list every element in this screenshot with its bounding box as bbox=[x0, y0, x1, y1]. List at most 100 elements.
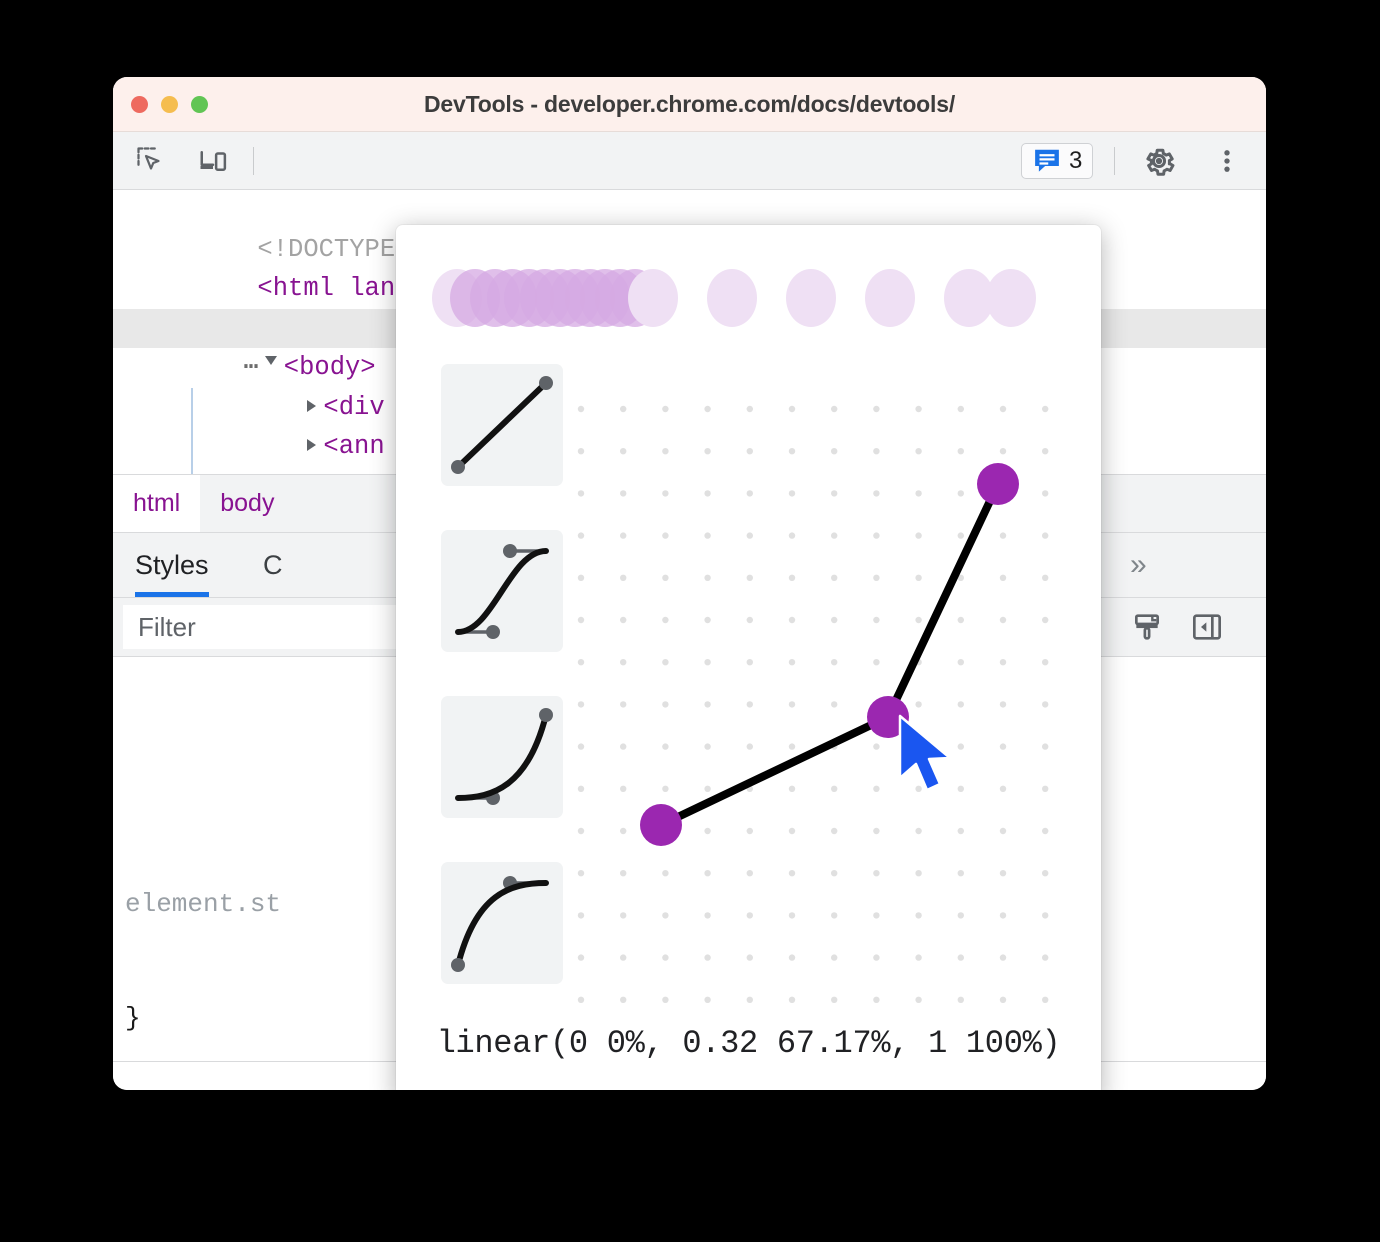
chevron-down-icon[interactable] bbox=[264, 356, 277, 371]
easing-preview-dot bbox=[986, 269, 1036, 327]
chevron-right-icon[interactable] bbox=[307, 399, 317, 412]
grid-dot bbox=[873, 574, 880, 581]
grid-dot bbox=[1042, 490, 1049, 497]
grid-dot bbox=[704, 996, 711, 1003]
grid-dot bbox=[704, 405, 711, 413]
grid-dot bbox=[1042, 870, 1049, 877]
settings-gear-icon[interactable] bbox=[1141, 143, 1177, 179]
grid-dot bbox=[577, 659, 585, 666]
tab-styles[interactable]: Styles bbox=[135, 533, 209, 597]
grid-dot bbox=[873, 490, 880, 497]
window-close-button[interactable] bbox=[131, 96, 148, 113]
dom-ellipsis[interactable]: ⋯ bbox=[243, 353, 260, 382]
window-minimize-button[interactable] bbox=[161, 96, 178, 113]
grid-dot bbox=[662, 448, 669, 455]
dom-line-storage-attr[interactable]: stora ement-banner> bbox=[113, 427, 1266, 475]
grid-dot bbox=[957, 870, 964, 877]
grid-dot bbox=[577, 448, 585, 455]
grid-dot bbox=[831, 490, 838, 497]
grid-dot bbox=[915, 616, 922, 624]
tab-active-underline bbox=[135, 592, 209, 597]
grid-dot bbox=[788, 405, 796, 413]
grid-dot bbox=[704, 954, 711, 961]
easing-control-point[interactable] bbox=[640, 804, 682, 846]
grid-dot bbox=[662, 785, 669, 792]
device-toolbar-icon[interactable] bbox=[195, 143, 231, 179]
grid-dot bbox=[915, 490, 922, 497]
inspect-element-icon[interactable] bbox=[133, 143, 169, 179]
grid-dot bbox=[915, 448, 922, 455]
breadcrumb-item-body[interactable]: body bbox=[220, 489, 275, 517]
grid-dot bbox=[662, 743, 669, 750]
grid-dot bbox=[662, 659, 669, 666]
css-rule-element-style[interactable]: element.st } bbox=[113, 809, 1266, 1057]
grid-dot bbox=[788, 448, 796, 455]
grid-dot bbox=[788, 870, 796, 877]
easing-preset-ease-in-out[interactable] bbox=[441, 530, 563, 652]
grid-dot bbox=[915, 405, 922, 413]
easing-curve-canvas[interactable] bbox=[574, 364, 1064, 1014]
grid-dot bbox=[577, 785, 585, 792]
dom-indent-guide bbox=[191, 388, 193, 474]
grid-dot bbox=[662, 490, 669, 497]
grid-dot bbox=[1042, 827, 1049, 835]
grid-dot bbox=[788, 532, 796, 539]
chevron-right-icon[interactable] bbox=[307, 439, 317, 451]
tab-computed[interactable]: C bbox=[263, 549, 283, 580]
easing-preset-linear[interactable] bbox=[441, 364, 563, 486]
grid-dot bbox=[620, 954, 627, 961]
grid-dot bbox=[1042, 954, 1049, 961]
grid-dot bbox=[831, 954, 838, 961]
grid-dot bbox=[577, 701, 585, 708]
grid-dot bbox=[957, 448, 964, 455]
console-message-badge[interactable]: 3 bbox=[1021, 143, 1094, 179]
grid-dot bbox=[662, 912, 669, 919]
easing-preset-ease-out[interactable] bbox=[441, 862, 563, 984]
grid-dot bbox=[873, 532, 880, 539]
dom-storage-attr: stora bbox=[327, 472, 404, 475]
grid-dot bbox=[873, 743, 880, 750]
grid-dot bbox=[746, 574, 753, 581]
toggle-sidebar-icon[interactable] bbox=[1186, 606, 1228, 648]
grid-dot bbox=[620, 827, 627, 835]
breadcrumb-item-html[interactable]: html bbox=[113, 475, 201, 532]
grid-dot bbox=[746, 405, 753, 413]
window-maximize-button[interactable] bbox=[191, 96, 208, 113]
grid-dot bbox=[577, 616, 585, 624]
dom-line-doctype[interactable]: <!DOCTYPE bbox=[113, 190, 1266, 264]
grid-dot bbox=[831, 616, 838, 624]
grid-dot bbox=[999, 785, 1007, 792]
grid-dot bbox=[704, 743, 711, 750]
grid-dot bbox=[915, 912, 922, 919]
grid-dot bbox=[620, 616, 627, 624]
devtools-window: DevTools - developer.chrome.com/docs/dev… bbox=[113, 77, 1266, 1090]
grid-dot bbox=[704, 490, 711, 497]
grid-dot bbox=[873, 996, 880, 1003]
grid-dot bbox=[1042, 743, 1049, 750]
easing-value-text[interactable]: linear(0 0%, 0.32 67.17%, 1 100%) bbox=[436, 1025, 1061, 1062]
element-classes-icon[interactable] bbox=[1126, 606, 1168, 648]
grid-dot bbox=[620, 785, 627, 792]
easing-control-point[interactable] bbox=[867, 696, 909, 738]
grid-dot bbox=[873, 912, 880, 919]
grid-dot bbox=[577, 532, 585, 539]
easing-curve-segment bbox=[884, 480, 1002, 721]
grid-dot bbox=[915, 785, 922, 792]
more-options-icon[interactable] bbox=[1209, 143, 1245, 179]
devtools-main-toolbar: 3 bbox=[113, 132, 1266, 190]
easing-editor-popup[interactable]: linear(0 0%, 0.32 67.17%, 1 100%) bbox=[396, 225, 1101, 1090]
grid-dot bbox=[1042, 785, 1049, 792]
grid-dot bbox=[746, 954, 753, 961]
grid-dot bbox=[662, 954, 669, 961]
grid-dot bbox=[957, 785, 964, 792]
dom-line-div[interactable]: <div bbox=[113, 348, 1266, 422]
grid-dot bbox=[746, 870, 753, 877]
grid-dot bbox=[1042, 912, 1049, 919]
grid-dot bbox=[957, 996, 964, 1003]
css-selector-element-style[interactable]: element.st bbox=[125, 889, 282, 919]
grid-dot bbox=[746, 701, 753, 708]
easing-preset-ease-in[interactable] bbox=[441, 696, 563, 818]
more-tabs-icon[interactable]: » bbox=[1130, 548, 1147, 581]
easing-control-point[interactable] bbox=[977, 463, 1019, 505]
easing-curve-line bbox=[657, 480, 1002, 829]
